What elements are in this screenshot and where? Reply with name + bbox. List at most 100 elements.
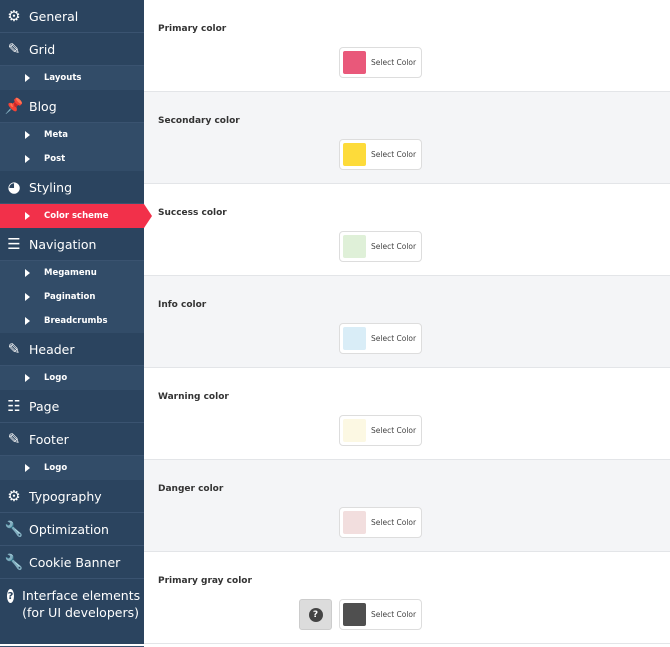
sidebar-item-label: Blog xyxy=(29,98,57,114)
color-swatch xyxy=(343,235,366,258)
color-swatch xyxy=(343,511,366,534)
sidebar-subitem-meta[interactable]: Meta xyxy=(0,123,144,147)
color-scheme-panel: Primary color Select Color Secondary color… xyxy=(144,0,670,644)
caret-right-icon xyxy=(25,212,30,220)
sidebar-subitem-logo[interactable]: Logo xyxy=(0,366,144,390)
color-picker-button[interactable]: Select Color xyxy=(339,599,422,630)
color-swatch xyxy=(343,143,366,166)
sidebar-subitem-label: Layouts xyxy=(44,73,82,83)
brush-icon: ✎ xyxy=(7,340,21,358)
setting-label: Danger color xyxy=(158,484,224,494)
sidebar-subitem-label: Post xyxy=(44,154,66,164)
select-color-label: Select Color xyxy=(371,334,417,343)
color-setting-row: Secondary color Select Color xyxy=(144,92,670,184)
sidebar-subitem-label: Meta xyxy=(44,130,69,140)
sidebar-item-label: General xyxy=(29,8,79,24)
color-picker-button[interactable]: Select Color xyxy=(339,415,422,446)
sidebar-subitem-label: Breadcrumbs xyxy=(44,316,108,326)
color-picker-button[interactable]: Select Color xyxy=(339,231,422,262)
sidebar-subitem-label: Megamenu xyxy=(44,268,97,278)
wrench-icon: 🔧 xyxy=(4,553,24,571)
setting-label: Info color xyxy=(158,300,207,310)
sidebar-item-interface[interactable]: ? Interface elements (for UI developers) xyxy=(0,579,144,647)
caret-right-icon xyxy=(25,293,30,301)
sidebar-subitem-megamenu[interactable]: Megamenu xyxy=(0,261,144,285)
caret-right-icon xyxy=(25,131,30,139)
color-picker-button[interactable]: Select Color xyxy=(339,47,422,78)
sidebar-item-blog[interactable]: 📌 Blog xyxy=(0,90,144,123)
sidebar-subitem-label: Logo xyxy=(44,373,68,383)
sidebar-subitem-logo[interactable]: Logo xyxy=(0,456,144,480)
sidebar-item-label: Optimization xyxy=(29,521,109,537)
sidebar-item-label: Footer xyxy=(29,431,69,447)
setting-label: Secondary color xyxy=(158,116,240,126)
gear-icon: ⚙ xyxy=(7,7,21,25)
sidebar-item-optimization[interactable]: 🔧 Optimization xyxy=(0,513,144,546)
wrench-icon: 🔧 xyxy=(4,520,24,538)
sidebar-item-typography[interactable]: ⚙ Typography xyxy=(0,480,144,513)
sidebar-item-page[interactable]: ☷ Page xyxy=(0,390,144,423)
sidebar-item-label: Typography xyxy=(29,488,102,504)
caret-right-icon xyxy=(25,464,30,472)
sidebar-item-label: Header xyxy=(29,341,75,357)
color-setting-row: Primary color Select Color xyxy=(144,0,670,92)
caret-right-icon xyxy=(25,374,30,382)
setting-label: Primary color xyxy=(158,24,227,34)
palette-icon: ◕ xyxy=(7,178,21,196)
sidebar-item-label: Styling xyxy=(29,179,73,195)
sidebar-item-navigation[interactable]: ☰ Navigation xyxy=(0,228,144,261)
help-button[interactable]: ? xyxy=(299,599,332,630)
select-color-label: Select Color xyxy=(371,426,417,435)
sidebar-item-label: Cookie Banner xyxy=(29,554,121,570)
color-swatch xyxy=(343,51,366,74)
sidebar-item-label: Navigation xyxy=(29,236,97,252)
caret-right-icon xyxy=(25,74,30,82)
sidebar-item-styling[interactable]: ◕ Styling xyxy=(0,171,144,204)
color-swatch xyxy=(343,419,366,442)
sidebar-subitem-label: Pagination xyxy=(44,292,96,302)
color-picker-button[interactable]: Select Color xyxy=(339,507,422,538)
sidebar-subitem-pagination[interactable]: Pagination xyxy=(0,285,144,309)
select-color-label: Select Color xyxy=(371,150,417,159)
sidebar-item-header[interactable]: ✎ Header xyxy=(0,333,144,366)
sidebar-item-general[interactable]: ⚙ General xyxy=(0,0,144,33)
color-setting-row: Primary gray color? Select Color xyxy=(144,552,670,644)
select-color-label: Select Color xyxy=(371,518,417,527)
color-swatch xyxy=(343,603,366,626)
gear-icon: ⚙ xyxy=(7,487,21,505)
sidebar: ⚙ General ✎ Grid Layouts 📌 Blog Meta Post ◕ Stylin… xyxy=(0,0,152,647)
color-setting-row: Success color Select Color xyxy=(144,184,670,276)
question-circle-icon: ? xyxy=(7,589,15,603)
brush-icon: ✎ xyxy=(7,40,21,58)
setting-label: Primary gray color xyxy=(158,576,252,586)
color-setting-row: Danger color Select Color xyxy=(144,460,670,552)
color-setting-row: Info color Select Color xyxy=(144,276,670,368)
pin-icon: 📌 xyxy=(4,97,24,115)
setting-label: Warning color xyxy=(158,392,229,402)
sidebar-item-label: Page xyxy=(29,398,60,414)
sidebar-item-grid[interactable]: ✎ Grid xyxy=(0,33,144,66)
sidebar-item-label: Grid xyxy=(29,41,56,57)
sidebar-subitem-label: Color scheme xyxy=(44,211,109,221)
sidebar-subitem-label: Logo xyxy=(44,463,68,473)
sidebar-subitem-layouts[interactable]: Layouts xyxy=(0,66,144,90)
color-setting-row: Warning color Select Color xyxy=(144,368,670,460)
question-icon: ? xyxy=(308,607,323,622)
color-swatch xyxy=(343,327,366,350)
sidebar-subitem-color-scheme[interactable]: Color scheme xyxy=(0,204,152,228)
select-color-label: Select Color xyxy=(371,242,417,251)
menu-icon: ☰ xyxy=(7,235,21,253)
sidebar-item-footer[interactable]: ✎ Footer xyxy=(0,423,144,456)
select-color-label: Select Color xyxy=(371,58,417,67)
color-picker-button[interactable]: Select Color xyxy=(339,139,422,170)
caret-right-icon xyxy=(25,269,30,277)
sidebar-subitem-post[interactable]: Post xyxy=(0,147,144,171)
sidebar-item-label: Interface elements (for UI developers) xyxy=(22,588,141,620)
sidebar-item-cookie[interactable]: 🔧 Cookie Banner xyxy=(0,546,144,579)
caret-right-icon xyxy=(25,155,30,163)
brush-icon: ✎ xyxy=(7,430,21,448)
caret-right-icon xyxy=(25,317,30,325)
color-picker-button[interactable]: Select Color xyxy=(339,323,422,354)
sidebar-subitem-breadcrumbs[interactable]: Breadcrumbs xyxy=(0,309,144,333)
text-lines-icon: ☷ xyxy=(7,397,21,415)
